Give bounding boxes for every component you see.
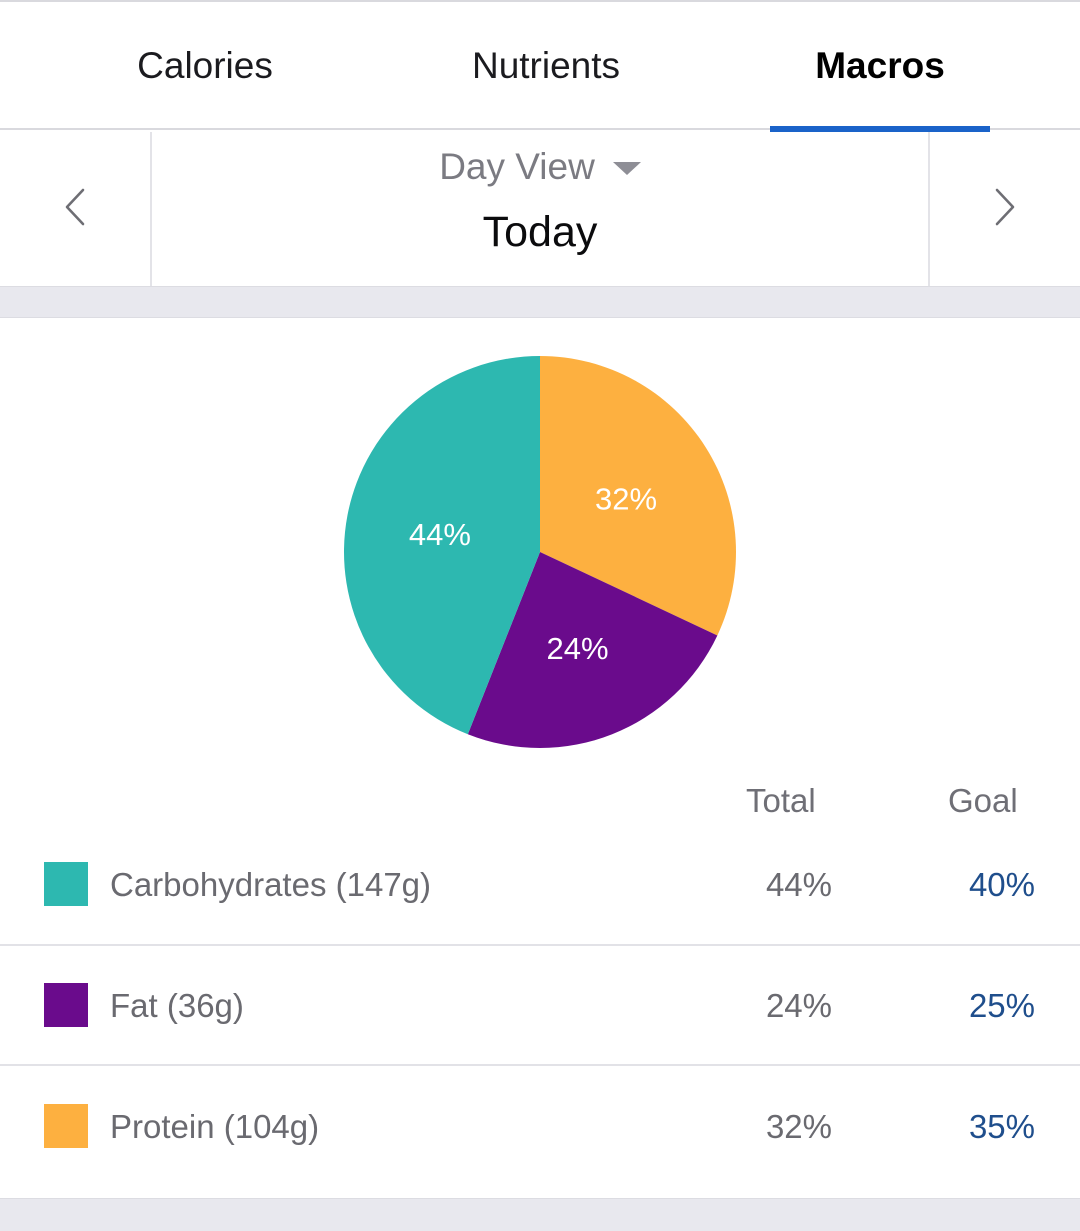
previous-day-button[interactable]: [0, 132, 152, 286]
date-selector: Day View Today: [152, 132, 928, 286]
goal-column-header: Goal: [948, 782, 1018, 819]
tab-calories-label: Calories: [137, 45, 273, 86]
tab-nutrients[interactable]: Nutrients: [400, 2, 692, 130]
chevron-left-icon: [63, 187, 87, 232]
view-dropdown-label: Day View: [439, 146, 595, 187]
active-tab-indicator: [770, 126, 990, 132]
macro-goal: 40%: [968, 866, 1035, 903]
fat-color-swatch: [44, 983, 88, 1027]
tab-nutrients-label: Nutrients: [471, 45, 621, 86]
macro-total: 32%: [765, 1108, 832, 1145]
tab-bar: Calories Nutrients Macros: [0, 2, 1080, 132]
protein-color-swatch: [44, 1104, 88, 1148]
chevron-right-icon: [993, 187, 1017, 232]
pie-label-protein: 32%: [595, 481, 657, 516]
macros-pie-chart: 32% 24% 44%: [343, 356, 737, 748]
macros-chart: 32% 24% 44%: [0, 318, 1080, 768]
next-day-button[interactable]: [928, 132, 1080, 286]
macro-total: 44%: [765, 866, 832, 903]
macro-label: Protein (104g): [110, 1108, 320, 1145]
date-navigator: Day View Today: [0, 132, 1080, 286]
pie-label-carbohydrates: 44%: [409, 517, 471, 552]
total-column-header: Total: [746, 782, 816, 819]
macro-label: Carbohydrates (147g): [110, 866, 432, 903]
tab-macros[interactable]: Macros: [770, 2, 990, 130]
macro-row-protein: Protein (104g) 32% 35%: [0, 1067, 1080, 1187]
macro-row-carbohydrates: Carbohydrates (147g) 44% 40%: [0, 826, 1080, 946]
caret-down-icon: [612, 161, 641, 175]
top-border: [0, 0, 1080, 2]
pie-slice-carbohydrates: [343, 356, 540, 735]
tab-calories[interactable]: Calories: [60, 2, 350, 130]
macro-row-fat: Fat (36g) 24% 25%: [0, 946, 1080, 1066]
current-date-label: Today: [482, 208, 598, 256]
carbohydrates-color-swatch: [44, 862, 88, 906]
macro-total: 24%: [765, 987, 832, 1024]
tab-macros-label: Macros: [815, 45, 945, 86]
bottom-section-divider: [0, 1198, 1080, 1231]
view-dropdown[interactable]: Day View: [152, 146, 928, 188]
macros-table-header: Total Goal: [0, 778, 1080, 824]
macro-goal: 35%: [968, 1108, 1035, 1145]
macro-goal: 25%: [968, 987, 1035, 1024]
macro-label: Fat (36g): [110, 987, 244, 1024]
section-divider: [0, 286, 1080, 318]
pie-slice-fat: [467, 552, 718, 748]
pie-slice-protein: [540, 356, 737, 636]
pie-label-fat: 24%: [546, 631, 608, 666]
